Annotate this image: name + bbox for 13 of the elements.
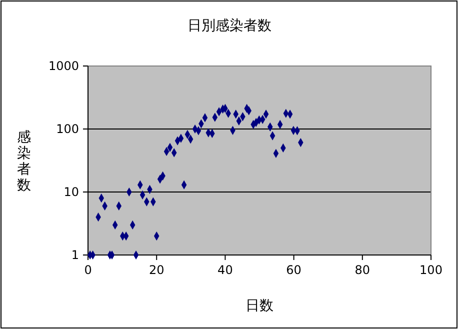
y-tick-label: 10 <box>64 185 79 200</box>
x-tick-label: 60 <box>286 263 302 277</box>
y-tick-label: 100 <box>56 122 79 136</box>
y-axis-title: 感染者数 <box>17 129 31 194</box>
y-tick-label: 1 <box>71 248 79 262</box>
x-tick-label: 100 <box>420 263 442 277</box>
x-tick-label: 20 <box>148 263 164 277</box>
x-tick-label: 40 <box>218 263 233 277</box>
x-tick-label: 80 <box>354 263 370 277</box>
y-tick-label: 1000 <box>48 59 79 74</box>
x-tick-label: 0 <box>84 263 92 277</box>
chart-title: 日別感染者数 <box>188 18 272 34</box>
x-axis-title: 日数 <box>246 298 274 314</box>
